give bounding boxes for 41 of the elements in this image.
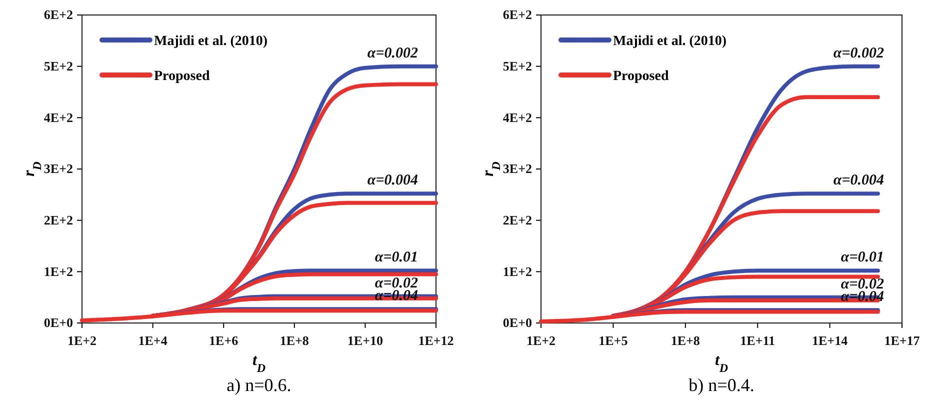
y-tick-label: 2E+2 — [502, 212, 532, 228]
x-tick-label: 1E+11 — [740, 333, 776, 348]
y-tick-label: 0E+0 — [44, 315, 73, 330]
annotation: α=0.01 — [374, 250, 418, 266]
x-tick-label: 1E+8 — [670, 333, 700, 348]
y-tick-label: 4E+2 — [502, 110, 532, 125]
x-tick-label: 1E+5 — [598, 333, 628, 348]
x-tick-label: 1E+17 — [884, 333, 920, 348]
y-tick-label: 1E+2 — [44, 264, 73, 279]
x-tick-label: 1E+12 — [418, 333, 454, 348]
y-tick-label: 2E+2 — [44, 212, 73, 228]
y-tick-label: 6E+2 — [502, 7, 532, 22]
x-tick-label: 1E+4 — [138, 333, 168, 348]
text: a) n=0.6. — [226, 375, 292, 395]
y-tick-label: 4E+2 — [44, 110, 73, 125]
legend-label: Proposed — [154, 69, 210, 84]
x-tick-label: 1E+2 — [526, 333, 556, 348]
y-tick-label: 5E+2 — [502, 58, 532, 74]
x-tick-label: 1E+2 — [67, 333, 97, 348]
annotation: α=0.004 — [833, 172, 884, 189]
legend-label: Majidi et al. (2010) — [613, 34, 727, 49]
x-tick-label: 1E+14 — [812, 333, 848, 348]
text: b) n=0.4. — [688, 375, 754, 395]
x-axis-title: t$_{D}$ — [714, 352, 728, 375]
legend-label: Majidi et al. (2010) — [154, 34, 268, 49]
annotation: α=0.02 — [374, 275, 418, 292]
annotation: α=0.01 — [840, 250, 884, 266]
y-tick-label: 0E+0 — [502, 315, 532, 330]
annotation: α=0.002 — [367, 45, 418, 62]
x-tick-label: 1E+10 — [347, 333, 383, 348]
y-tick-label: 5E+2 — [44, 58, 73, 74]
legend-label: Proposed — [613, 69, 669, 84]
y-tick-label: 1E+2 — [502, 264, 532, 279]
y-tick-label: 3E+2 — [502, 161, 532, 176]
annotation: α=0.002 — [833, 45, 884, 62]
y-tick-label: 3E+2 — [44, 161, 73, 176]
annotation: α=0.004 — [367, 172, 418, 189]
x-axis-title: t$_{D}$ — [252, 352, 266, 375]
y-tick-label: 6E+2 — [44, 7, 73, 22]
x-tick-label: 1E+8 — [280, 333, 310, 348]
x-tick-label: 1E+6 — [209, 333, 239, 348]
